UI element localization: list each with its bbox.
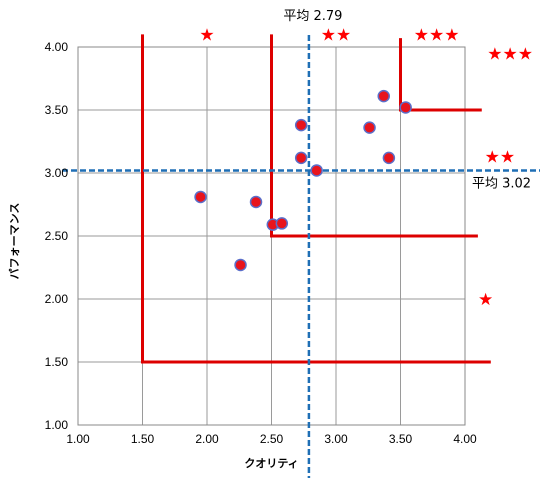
x-tick-label: 3.00 bbox=[324, 432, 348, 446]
y-axis-title: パフォーマンス bbox=[8, 203, 21, 280]
boundary-line bbox=[399, 38, 482, 112]
x-tick-label: 3.50 bbox=[389, 432, 413, 446]
x-axis-title: クオリティ bbox=[244, 457, 298, 470]
star-annotation: ★★★ bbox=[414, 25, 460, 45]
x-tick-labels: 1.00 1.50 2.00 2.50 3.00 3.50 4.00 bbox=[66, 432, 477, 446]
x-tick-label: 1.50 bbox=[131, 432, 155, 446]
data-point bbox=[294, 118, 308, 132]
star-annotation: ★ bbox=[478, 290, 493, 310]
data-point bbox=[294, 151, 308, 165]
data-point bbox=[310, 164, 323, 177]
x-tick-label: 1.00 bbox=[66, 432, 90, 446]
average-lines bbox=[62, 35, 540, 478]
avg-y-label: 平均 3.02 bbox=[472, 176, 531, 191]
y-tick-labels: 1.00 1.50 2.00 2.50 3.00 3.50 4.00 bbox=[45, 40, 69, 432]
data-point bbox=[382, 151, 396, 165]
boundary-line bbox=[141, 34, 491, 364]
data-points bbox=[194, 89, 412, 272]
star-annotation: ★★★ bbox=[487, 44, 533, 64]
data-point bbox=[399, 101, 412, 114]
y-tick-label: 1.50 bbox=[45, 355, 69, 369]
y-tick-label: 4.00 bbox=[45, 40, 69, 54]
star-annotation: ★★ bbox=[485, 148, 515, 168]
y-tick-label: 3.50 bbox=[45, 103, 69, 117]
data-point bbox=[249, 195, 263, 209]
x-tick-label: 4.00 bbox=[453, 432, 477, 446]
star-annotations: ★ ★★ ★★★★★★★★★ bbox=[199, 25, 533, 310]
data-point bbox=[363, 121, 376, 134]
data-point bbox=[234, 258, 247, 272]
data-point bbox=[194, 190, 207, 204]
data-point bbox=[377, 89, 390, 103]
y-tick-label: 3.00 bbox=[45, 166, 69, 180]
y-tick-label: 2.00 bbox=[45, 292, 69, 306]
x-tick-label: 2.50 bbox=[260, 432, 284, 446]
avg-x-label: 平均 2.79 bbox=[283, 9, 342, 24]
star-annotation: ★ bbox=[199, 25, 214, 45]
y-tick-label: 2.50 bbox=[45, 229, 69, 243]
boundary-line bbox=[270, 34, 478, 238]
y-tick-label: 1.00 bbox=[45, 418, 69, 432]
star-annotation: ★★ bbox=[321, 25, 351, 45]
x-tick-label: 2.00 bbox=[195, 432, 219, 446]
data-point bbox=[275, 217, 289, 230]
